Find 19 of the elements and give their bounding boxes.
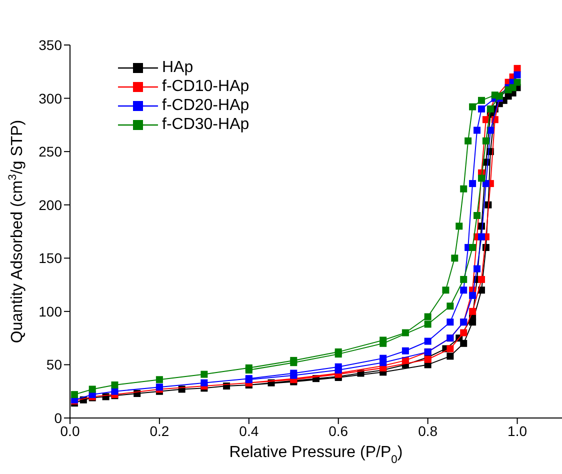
x-axis-title: Relative Pressure (P/P$_{0}$) — [229, 444, 403, 466]
x-tick-label: 0.2 — [150, 422, 170, 439]
y-tick-label: 200 — [38, 196, 62, 213]
y-tick-label: 300 — [38, 90, 62, 106]
x-tick-label: 0.4 — [239, 422, 259, 439]
x-tick-label: 0.0 — [60, 422, 80, 439]
legend-label: f-CD30-HAp — [162, 116, 250, 134]
y-tick-label: 100 — [38, 303, 62, 320]
x-tick-label: 0.8 — [418, 422, 438, 439]
y-tick-label: 350 — [38, 36, 62, 53]
legend-label: f-CD20-HAp — [162, 96, 250, 114]
legend-label: HAp — [162, 58, 194, 76]
legend-label: f-CD10-HAp — [162, 78, 250, 96]
y-tick-label: 250 — [38, 144, 62, 160]
y-tick-label: 150 — [38, 250, 62, 266]
x-tick-label: 1.0 — [508, 422, 528, 439]
y-tick-label: 0 — [54, 410, 62, 426]
x-tick-label: 0.6 — [328, 422, 348, 439]
y-tick-label: 50 — [46, 356, 62, 373]
